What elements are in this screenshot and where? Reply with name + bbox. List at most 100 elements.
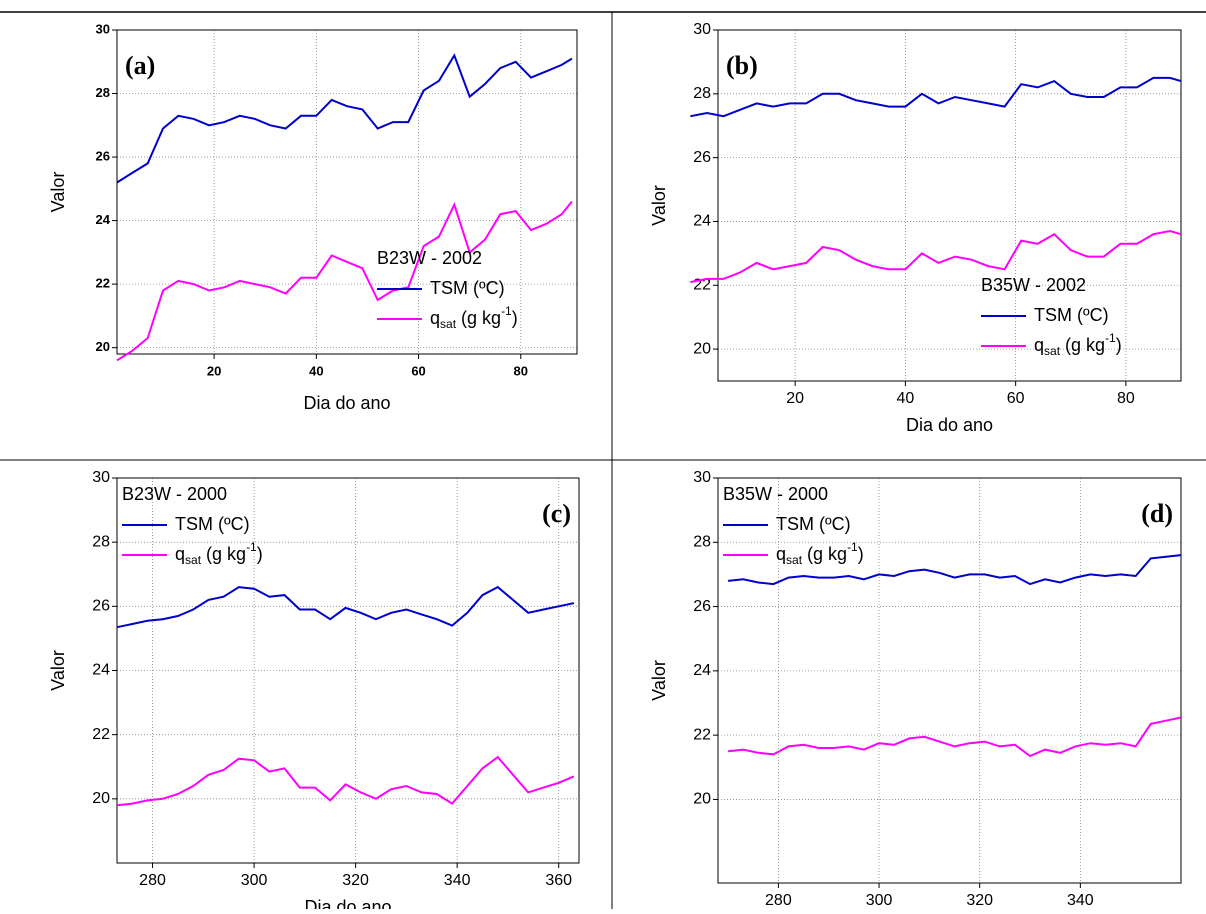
legend-label: qsat (g kg-1) (175, 540, 263, 567)
legend-label: TSM (ºC) (776, 514, 851, 534)
series-line (116, 585, 575, 629)
y-axis-label: Valor (649, 185, 669, 226)
series-line (690, 229, 1182, 284)
y-axis-label: Valor (48, 172, 68, 213)
panel-label: (b) (726, 51, 758, 80)
legend-label: qsat (g kg-1) (1034, 331, 1122, 358)
y-tick-label: 24 (92, 662, 110, 679)
legend-label-part: -1 (1105, 331, 1116, 345)
panel-label: (d) (1141, 499, 1173, 528)
x-axis-label: Dia do ano (906, 415, 993, 435)
y-tick-label: 20 (693, 340, 711, 357)
y-tick-label: 20 (92, 790, 110, 807)
y-tick-label: 22 (96, 276, 110, 291)
legend-label-part: (g kg (802, 544, 847, 564)
x-tick-label: 340 (444, 872, 471, 889)
legend-label: TSM (ºC) (430, 278, 505, 298)
plot-frame (116, 29, 578, 355)
legend-label-part: sat (786, 553, 803, 567)
x-tick-label: 280 (139, 872, 166, 889)
y-tick-label: 26 (693, 149, 711, 166)
legend-label-part: (g kg (201, 544, 246, 564)
legend-label-part: sat (185, 553, 202, 567)
x-axis-label: Dia do ano (303, 393, 390, 413)
x-tick-label: 60 (411, 363, 425, 378)
legend-label-part: -1 (847, 540, 858, 554)
y-tick-label: 30 (693, 469, 711, 486)
y-tick-label: 26 (96, 148, 110, 163)
legend-label: TSM (ºC) (1034, 305, 1109, 325)
series-line (727, 554, 1182, 586)
y-tick-label: 30 (92, 469, 110, 486)
y-tick-label: 30 (693, 21, 711, 38)
plot-frame (116, 477, 580, 864)
y-tick-label: 24 (693, 662, 711, 679)
series-line (727, 716, 1182, 758)
plot-frame (717, 477, 1182, 884)
y-tick-label: 28 (96, 85, 110, 100)
y-tick-label: 20 (693, 791, 711, 808)
y-tick-label: 24 (693, 213, 711, 230)
y-tick-label: 22 (693, 726, 711, 743)
x-tick-label: 320 (966, 892, 993, 909)
legend-label-part: ) (858, 544, 864, 564)
series-line (116, 755, 575, 807)
y-tick-label: 26 (693, 598, 711, 615)
x-tick-label: 40 (309, 363, 323, 378)
legend-label-part: sat (1044, 344, 1061, 358)
legend-label: qsat (g kg-1) (776, 540, 864, 567)
legend-label: TSM (ºC) (175, 514, 250, 534)
y-tick-label: 22 (92, 726, 110, 743)
x-tick-label: 20 (786, 390, 804, 407)
y-tick-label: 28 (693, 534, 711, 551)
x-tick-label: 300 (866, 892, 893, 909)
panel: 20 22 24 26 28 30 20 40 60 80 Dia do ano Valor (a) B2… (48, 21, 578, 413)
x-tick-label: 280 (765, 892, 792, 909)
panel: 202224262830280300320340Dia do anoValor(… (649, 469, 1182, 909)
y-tick-label: 30 (96, 21, 110, 36)
legend-label-part: q (776, 544, 786, 564)
panel-label: (a) (125, 51, 155, 80)
legend-title: B23W - 2002 (377, 248, 482, 268)
legend-label-part: q (1034, 335, 1044, 355)
legend-label-part: ) (512, 308, 518, 328)
legend-label-part: (g kg (1060, 335, 1105, 355)
series-line (116, 53, 573, 184)
y-tick-label: 20 (96, 339, 110, 354)
panel: 20 22 24 26 28 30 280 300 320 340 360 Dia do ano Val… (48, 469, 580, 914)
legend-label-part: sat (440, 317, 457, 331)
legend-title: B35W - 2002 (981, 275, 1086, 295)
y-axis-label: Valor (48, 650, 68, 691)
x-tick-label: 300 (241, 872, 268, 889)
x-tick-label: 340 (1067, 892, 1094, 909)
x-tick-label: 320 (342, 872, 369, 889)
x-tick-label: 80 (514, 363, 528, 378)
legend-label-part: ) (257, 544, 263, 564)
x-tick-label: 40 (897, 390, 915, 407)
x-tick-label: 20 (207, 363, 221, 378)
x-tick-label: 80 (1117, 390, 1135, 407)
legend-title: B35W - 2000 (723, 484, 828, 504)
x-axis-label: Dia do ano (304, 897, 391, 909)
legend-label: qsat (g kg-1) (430, 304, 518, 331)
y-tick-label: 28 (693, 85, 711, 102)
x-tick-label: 360 (545, 872, 572, 889)
y-tick-label: 24 (96, 212, 111, 227)
legend-label-part: -1 (246, 540, 257, 554)
series-line (116, 200, 573, 362)
legend-title: B23W - 2000 (122, 484, 227, 504)
legend-label-part: (g kg (456, 308, 501, 328)
x-tick-label: 60 (1007, 390, 1025, 407)
series-line (690, 76, 1182, 118)
y-tick-label: 26 (92, 598, 110, 615)
panel-label: (c) (542, 499, 571, 528)
y-axis-label: Valor (649, 660, 669, 701)
legend-label-part: q (430, 308, 440, 328)
legend-label-part: -1 (501, 304, 512, 318)
legend-label-part: ) (1116, 335, 1122, 355)
plot-frame (717, 29, 1182, 382)
y-tick-label: 28 (92, 533, 110, 550)
legend-label-part: q (175, 544, 185, 564)
